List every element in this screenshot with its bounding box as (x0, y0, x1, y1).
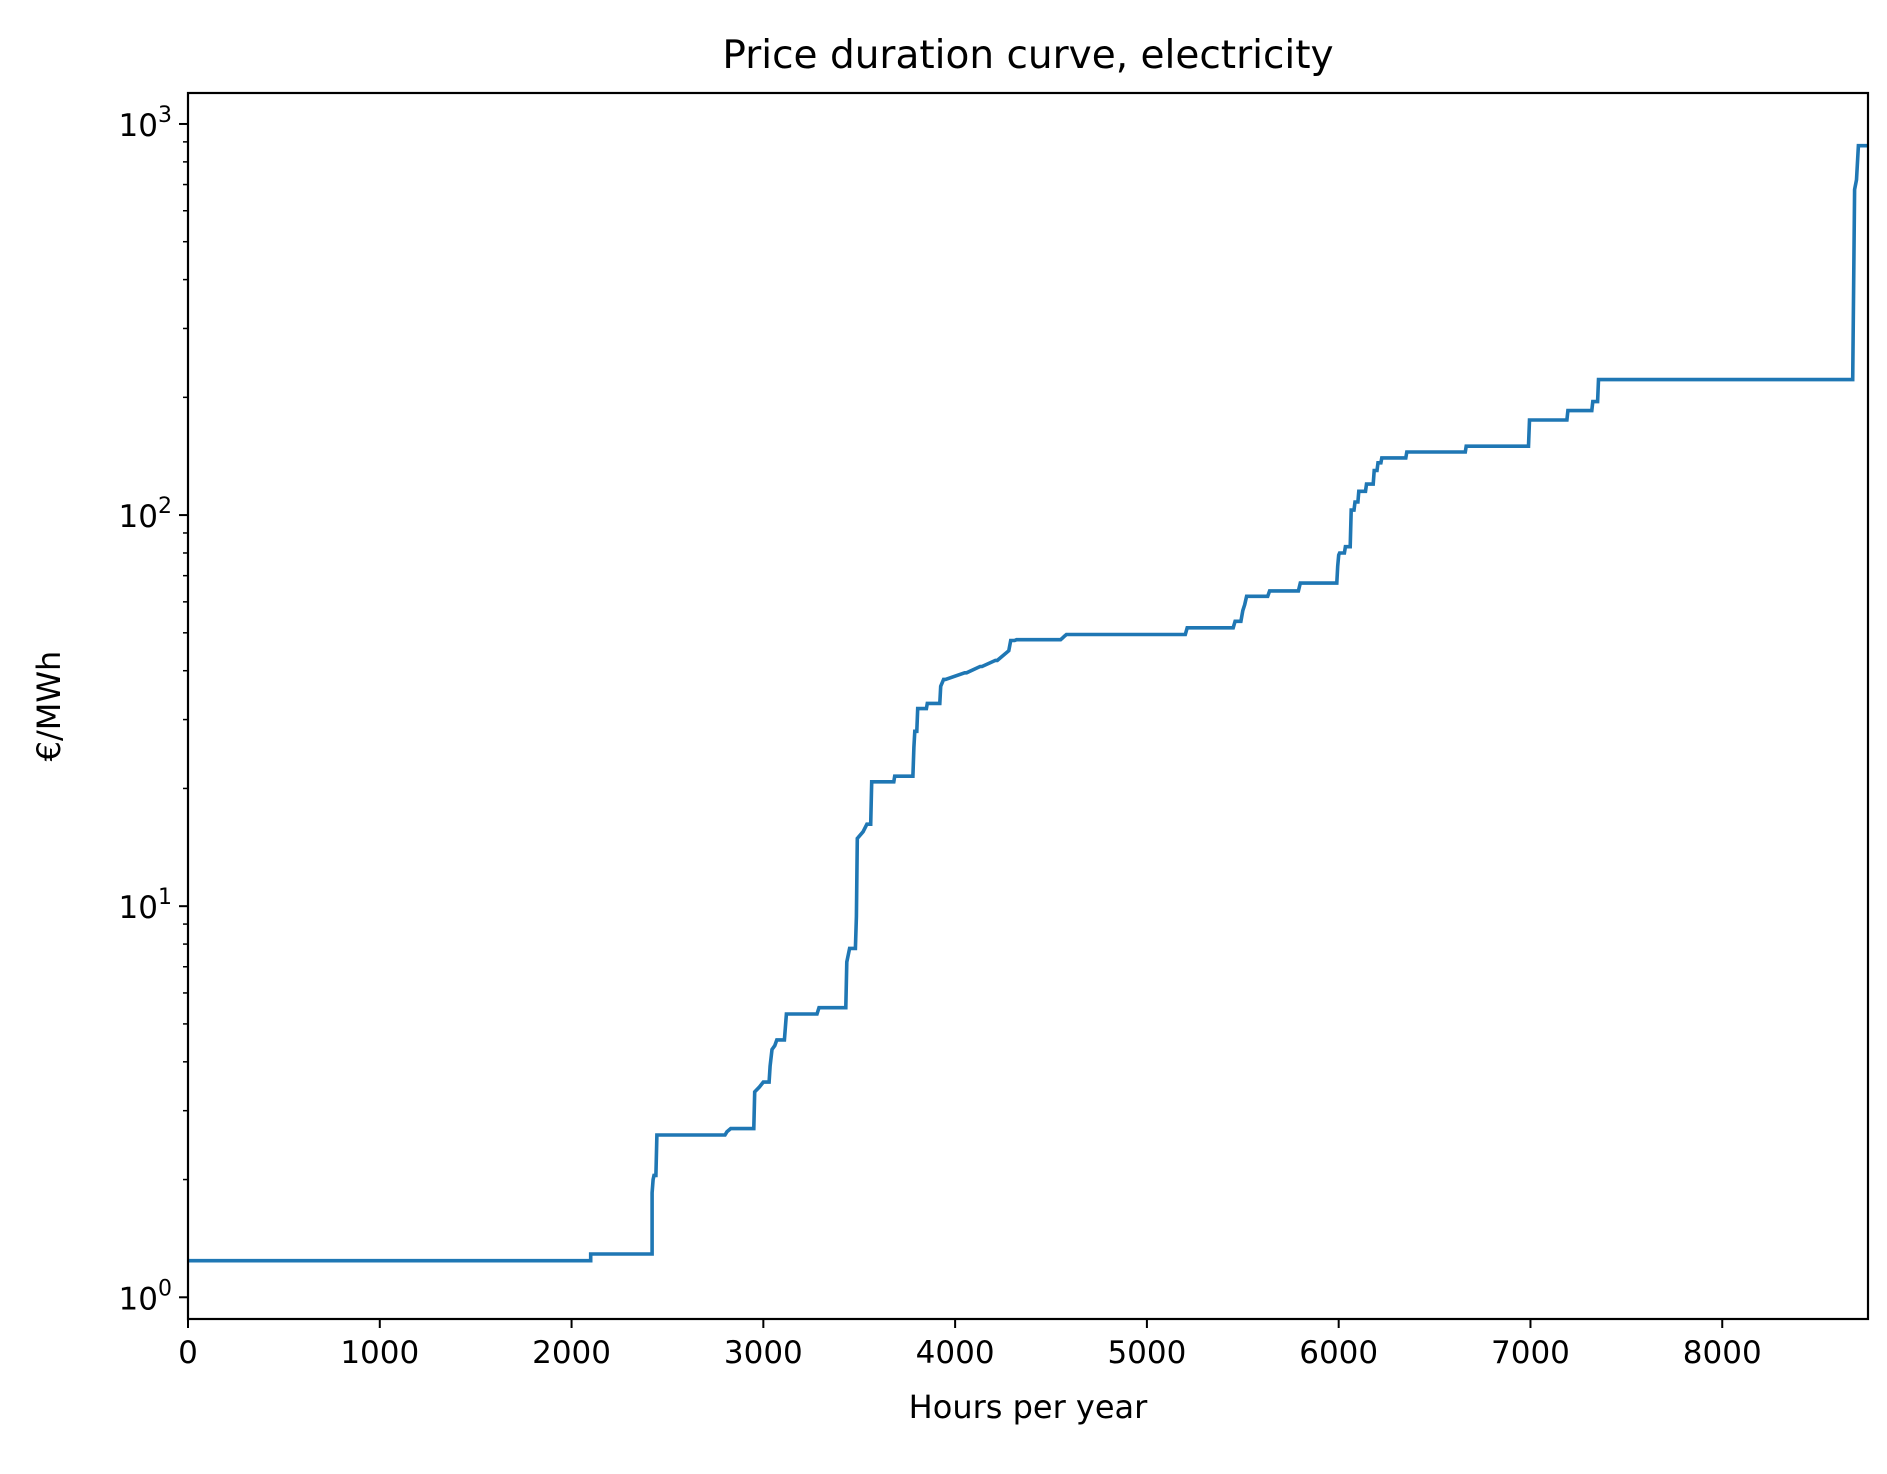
y-tick-label: 100 (119, 1276, 172, 1317)
x-tick-label: 4000 (916, 1335, 995, 1371)
chart-title: Price duration curve, electricity (722, 33, 1333, 78)
axis-ticks: 0 1000 2000 3000 4000 5000 6000 7000 8000 100 101 1… (119, 103, 1762, 1371)
y-tick-label: 103 (119, 103, 172, 144)
plot-area (188, 143, 1868, 1263)
x-tick-label: 5000 (1107, 1335, 1186, 1371)
plot-frame (186, 91, 1870, 1321)
y-tick-label: 102 (119, 494, 172, 535)
x-tick-label: 8000 (1683, 1335, 1762, 1371)
y-tick-label: 101 (119, 885, 172, 926)
x-tick-label: 1000 (340, 1335, 419, 1371)
x-tick-label: 0 (178, 1335, 198, 1371)
y-axis-label: €/MWh (30, 651, 68, 762)
x-tick-label: 3000 (724, 1335, 803, 1371)
x-tick-label: 7000 (1491, 1335, 1570, 1371)
x-axis-label: Hours per year (909, 1388, 1148, 1426)
series-line-0 (188, 143, 1868, 1263)
x-tick-label: 2000 (532, 1335, 611, 1371)
x-tick-label: 6000 (1299, 1335, 1378, 1371)
